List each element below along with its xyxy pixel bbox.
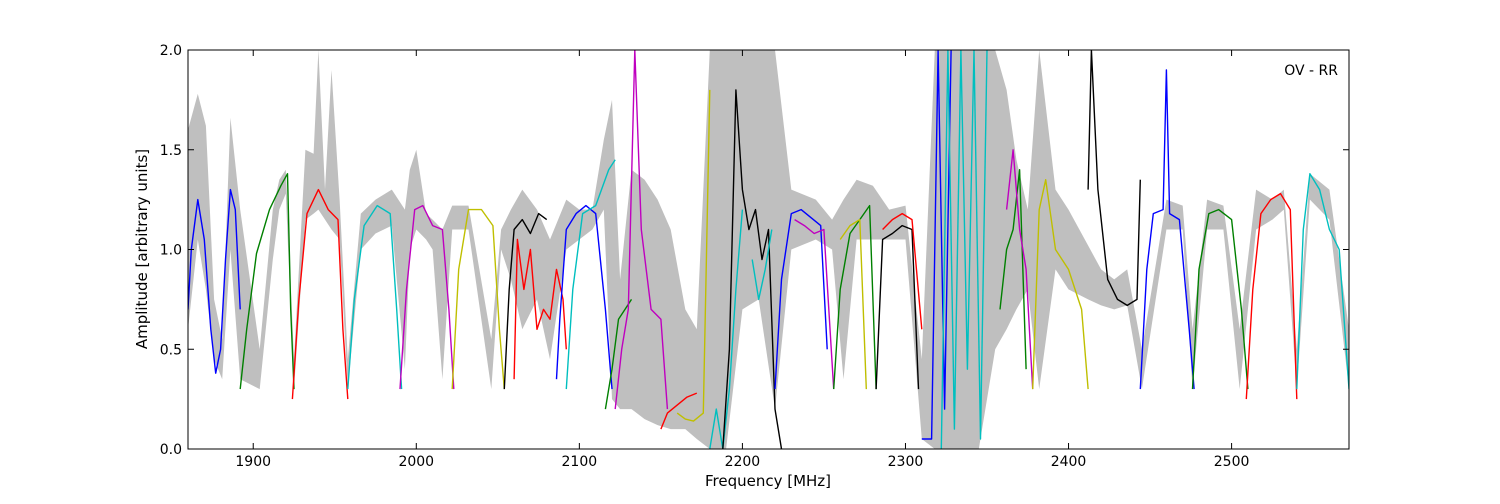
series-line-10 <box>604 299 633 410</box>
series-line-8 <box>555 204 613 390</box>
x-tick-label: 2500 <box>1214 454 1250 470</box>
series-line-12 <box>660 392 698 430</box>
series-line-30 <box>1191 208 1249 390</box>
y-tick-label: 0.5 <box>160 342 182 358</box>
y-tick-label: 1.0 <box>160 243 182 259</box>
series-line-14 <box>709 209 744 449</box>
series-line-0 <box>188 188 241 374</box>
series-line-6 <box>503 212 548 390</box>
series-line-22 <box>882 212 923 330</box>
y-axis-label: Amplitude [arbitrary units] <box>133 149 151 349</box>
x-tick-label: 2300 <box>888 454 924 470</box>
series-line-18 <box>794 219 835 390</box>
series-line-24 <box>940 50 988 449</box>
series-layer <box>188 50 1349 449</box>
series-line-2 <box>291 188 349 400</box>
series-line-5 <box>451 208 505 390</box>
y-tick-label: 2.0 <box>160 43 182 59</box>
series-line-7 <box>513 238 567 380</box>
series-line-25 <box>999 168 1027 370</box>
series-line-20 <box>839 218 867 390</box>
x-axis-label: Frequency [MHz] <box>705 472 831 490</box>
x-tick-label: 2000 <box>398 454 434 470</box>
y-tick-label: 1.5 <box>160 143 182 159</box>
series-line-1 <box>239 172 295 390</box>
x-tick-label: 1900 <box>235 454 271 470</box>
series-line-13 <box>676 89 711 422</box>
series-line-11 <box>614 50 669 410</box>
ticks-layer: 1900 2000 2100 2200 2300 2400 2500 0.0 0.5 1.0 1.5… <box>160 43 1349 470</box>
series-line-21 <box>875 224 920 390</box>
x-tick-label: 2200 <box>725 454 761 470</box>
series-line-31 <box>1245 192 1298 400</box>
series-line-17 <box>774 208 828 390</box>
series-line-4 <box>399 204 455 390</box>
series-line-32 <box>1296 172 1349 390</box>
x-tick-label: 2100 <box>562 454 598 470</box>
series-line-16 <box>751 229 773 301</box>
series-line-28 <box>1087 50 1141 307</box>
series-line-27 <box>1032 178 1089 390</box>
x-tick-label: 2400 <box>1051 454 1087 470</box>
series-line-23 <box>921 50 952 440</box>
series-line-3 <box>347 204 403 390</box>
series-line-26 <box>1005 149 1034 390</box>
series-line-29 <box>1139 69 1195 390</box>
annotation-label: OV - RR <box>1284 63 1338 79</box>
series-line-19 <box>833 204 877 390</box>
y-tick-label: 0.0 <box>160 442 182 458</box>
series-line-15 <box>722 89 783 449</box>
series-line-9 <box>565 159 616 390</box>
